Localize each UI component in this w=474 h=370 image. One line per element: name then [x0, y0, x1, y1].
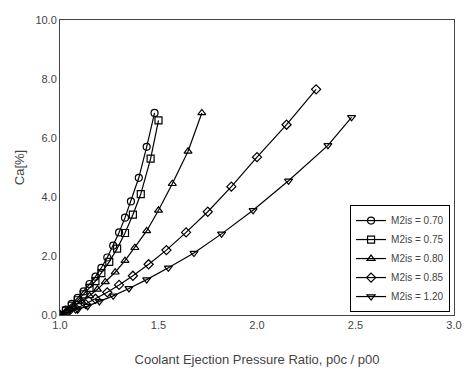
svg-text:M2is = 0.75: M2is = 0.75	[391, 234, 443, 245]
svg-text:M2is = 0.70: M2is = 0.70	[391, 215, 443, 226]
svg-text:2.0: 2.0	[42, 250, 57, 262]
svg-text:4.0: 4.0	[42, 191, 57, 203]
svg-text:10.0: 10.0	[35, 14, 56, 26]
svg-text:2.0: 2.0	[249, 319, 264, 331]
svg-text:M2is = 1.20: M2is = 1.20	[391, 291, 443, 302]
svg-text:2.5: 2.5	[348, 319, 363, 331]
svg-text:M2is = 0.80: M2is = 0.80	[391, 253, 443, 264]
svg-text:1.0: 1.0	[52, 319, 67, 331]
svg-text:Coolant Ejection Pressure Rati: Coolant Ejection Pressure Ratio, p0c / p…	[135, 352, 380, 367]
svg-text:1.5: 1.5	[151, 319, 166, 331]
svg-text:6.0: 6.0	[42, 132, 57, 144]
svg-text:Ca[%]: Ca[%]	[12, 150, 27, 185]
svg-text:3.0: 3.0	[446, 319, 461, 331]
svg-text:M2is = 0.85: M2is = 0.85	[391, 272, 443, 283]
svg-text:0.0: 0.0	[42, 309, 57, 321]
svg-text:8.0: 8.0	[42, 73, 57, 85]
